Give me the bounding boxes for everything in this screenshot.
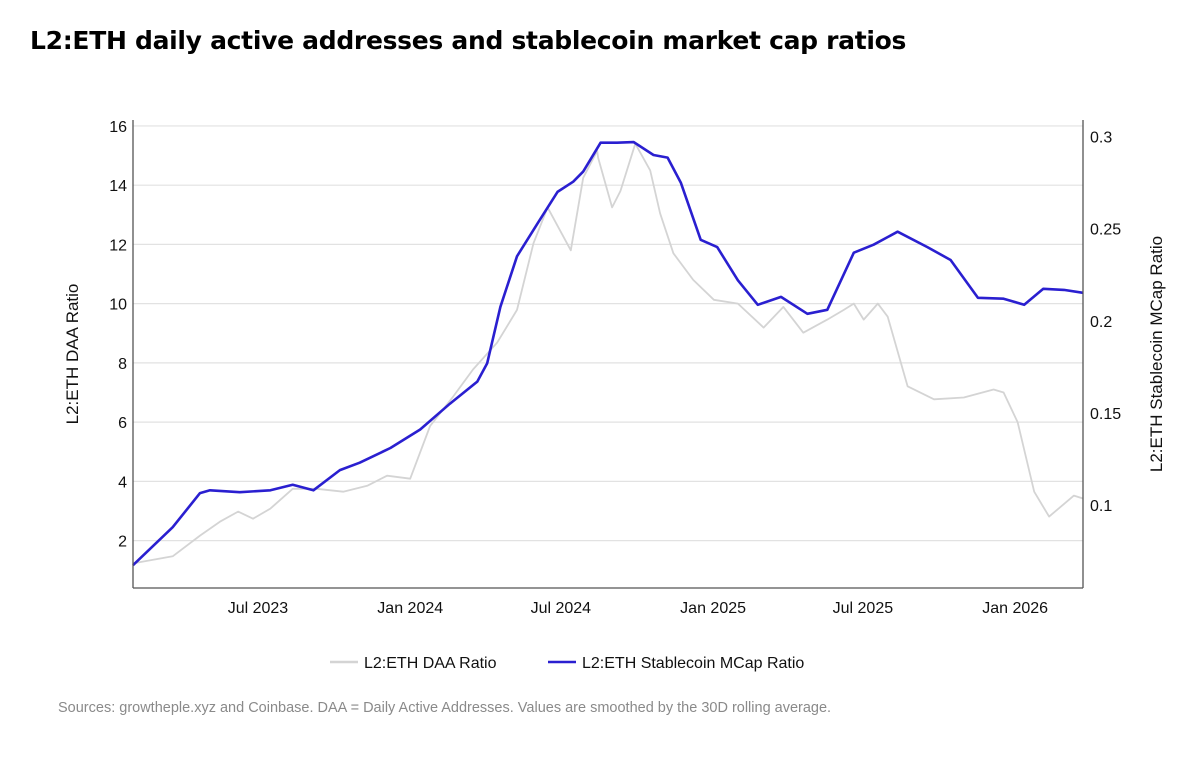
x-tick-label: Jan 2026 xyxy=(982,600,1048,617)
y-axis-title: L2:ETH DAA Ratio xyxy=(63,284,82,425)
y-tick-label: 2 xyxy=(118,534,127,551)
legend-label-stablecoin: L2:ETH Stablecoin MCap Ratio xyxy=(582,655,804,672)
x-tick-label: Jul 2025 xyxy=(833,600,894,617)
series-line-stablecoin-mcap-ratio xyxy=(132,140,1084,567)
x-tick-label: Jul 2023 xyxy=(228,600,289,617)
gridlines xyxy=(133,125,1083,542)
y-tick-label: 16 xyxy=(109,119,127,136)
y2-tick-label: 0.25 xyxy=(1090,222,1121,239)
series-lines xyxy=(132,140,1084,567)
y-tick-label: 4 xyxy=(118,474,127,491)
y2-tick-label: 0.15 xyxy=(1090,406,1121,423)
y-tick-label: 14 xyxy=(109,178,127,195)
y-tick-label: 12 xyxy=(109,237,127,254)
legend-label-daa: L2:ETH DAA Ratio xyxy=(364,655,497,672)
legend: L2:ETH DAA Ratio L2:ETH Stablecoin MCap … xyxy=(330,655,804,672)
series-line-daa-ratio xyxy=(132,142,1084,565)
y-tick-label: 8 xyxy=(118,356,127,373)
y-tick-label: 6 xyxy=(118,415,127,432)
y-tick-label: 10 xyxy=(109,297,127,314)
x-tick-label: Jan 2024 xyxy=(377,600,443,617)
y2-tick-label: 0.1 xyxy=(1090,498,1112,515)
x-tick-label: Jul 2024 xyxy=(531,600,592,617)
source-note: Sources: growtheple.xyz and Coinbase. DA… xyxy=(58,700,832,716)
chart-title: L2:ETH daily active addresses and stable… xyxy=(30,26,907,55)
axes: 2 4 6 8 10 12 14 16 0.1 0.15 0.2 0.25 0.3 Jul 2023 Jan… xyxy=(109,119,1121,617)
y2-tick-label: 0.3 xyxy=(1090,130,1112,147)
x-tick-label: Jan 2025 xyxy=(680,600,746,617)
y2-axis-title: L2:ETH Stablecoin MCap Ratio xyxy=(1147,236,1166,472)
y2-tick-label: 0.2 xyxy=(1090,314,1112,331)
